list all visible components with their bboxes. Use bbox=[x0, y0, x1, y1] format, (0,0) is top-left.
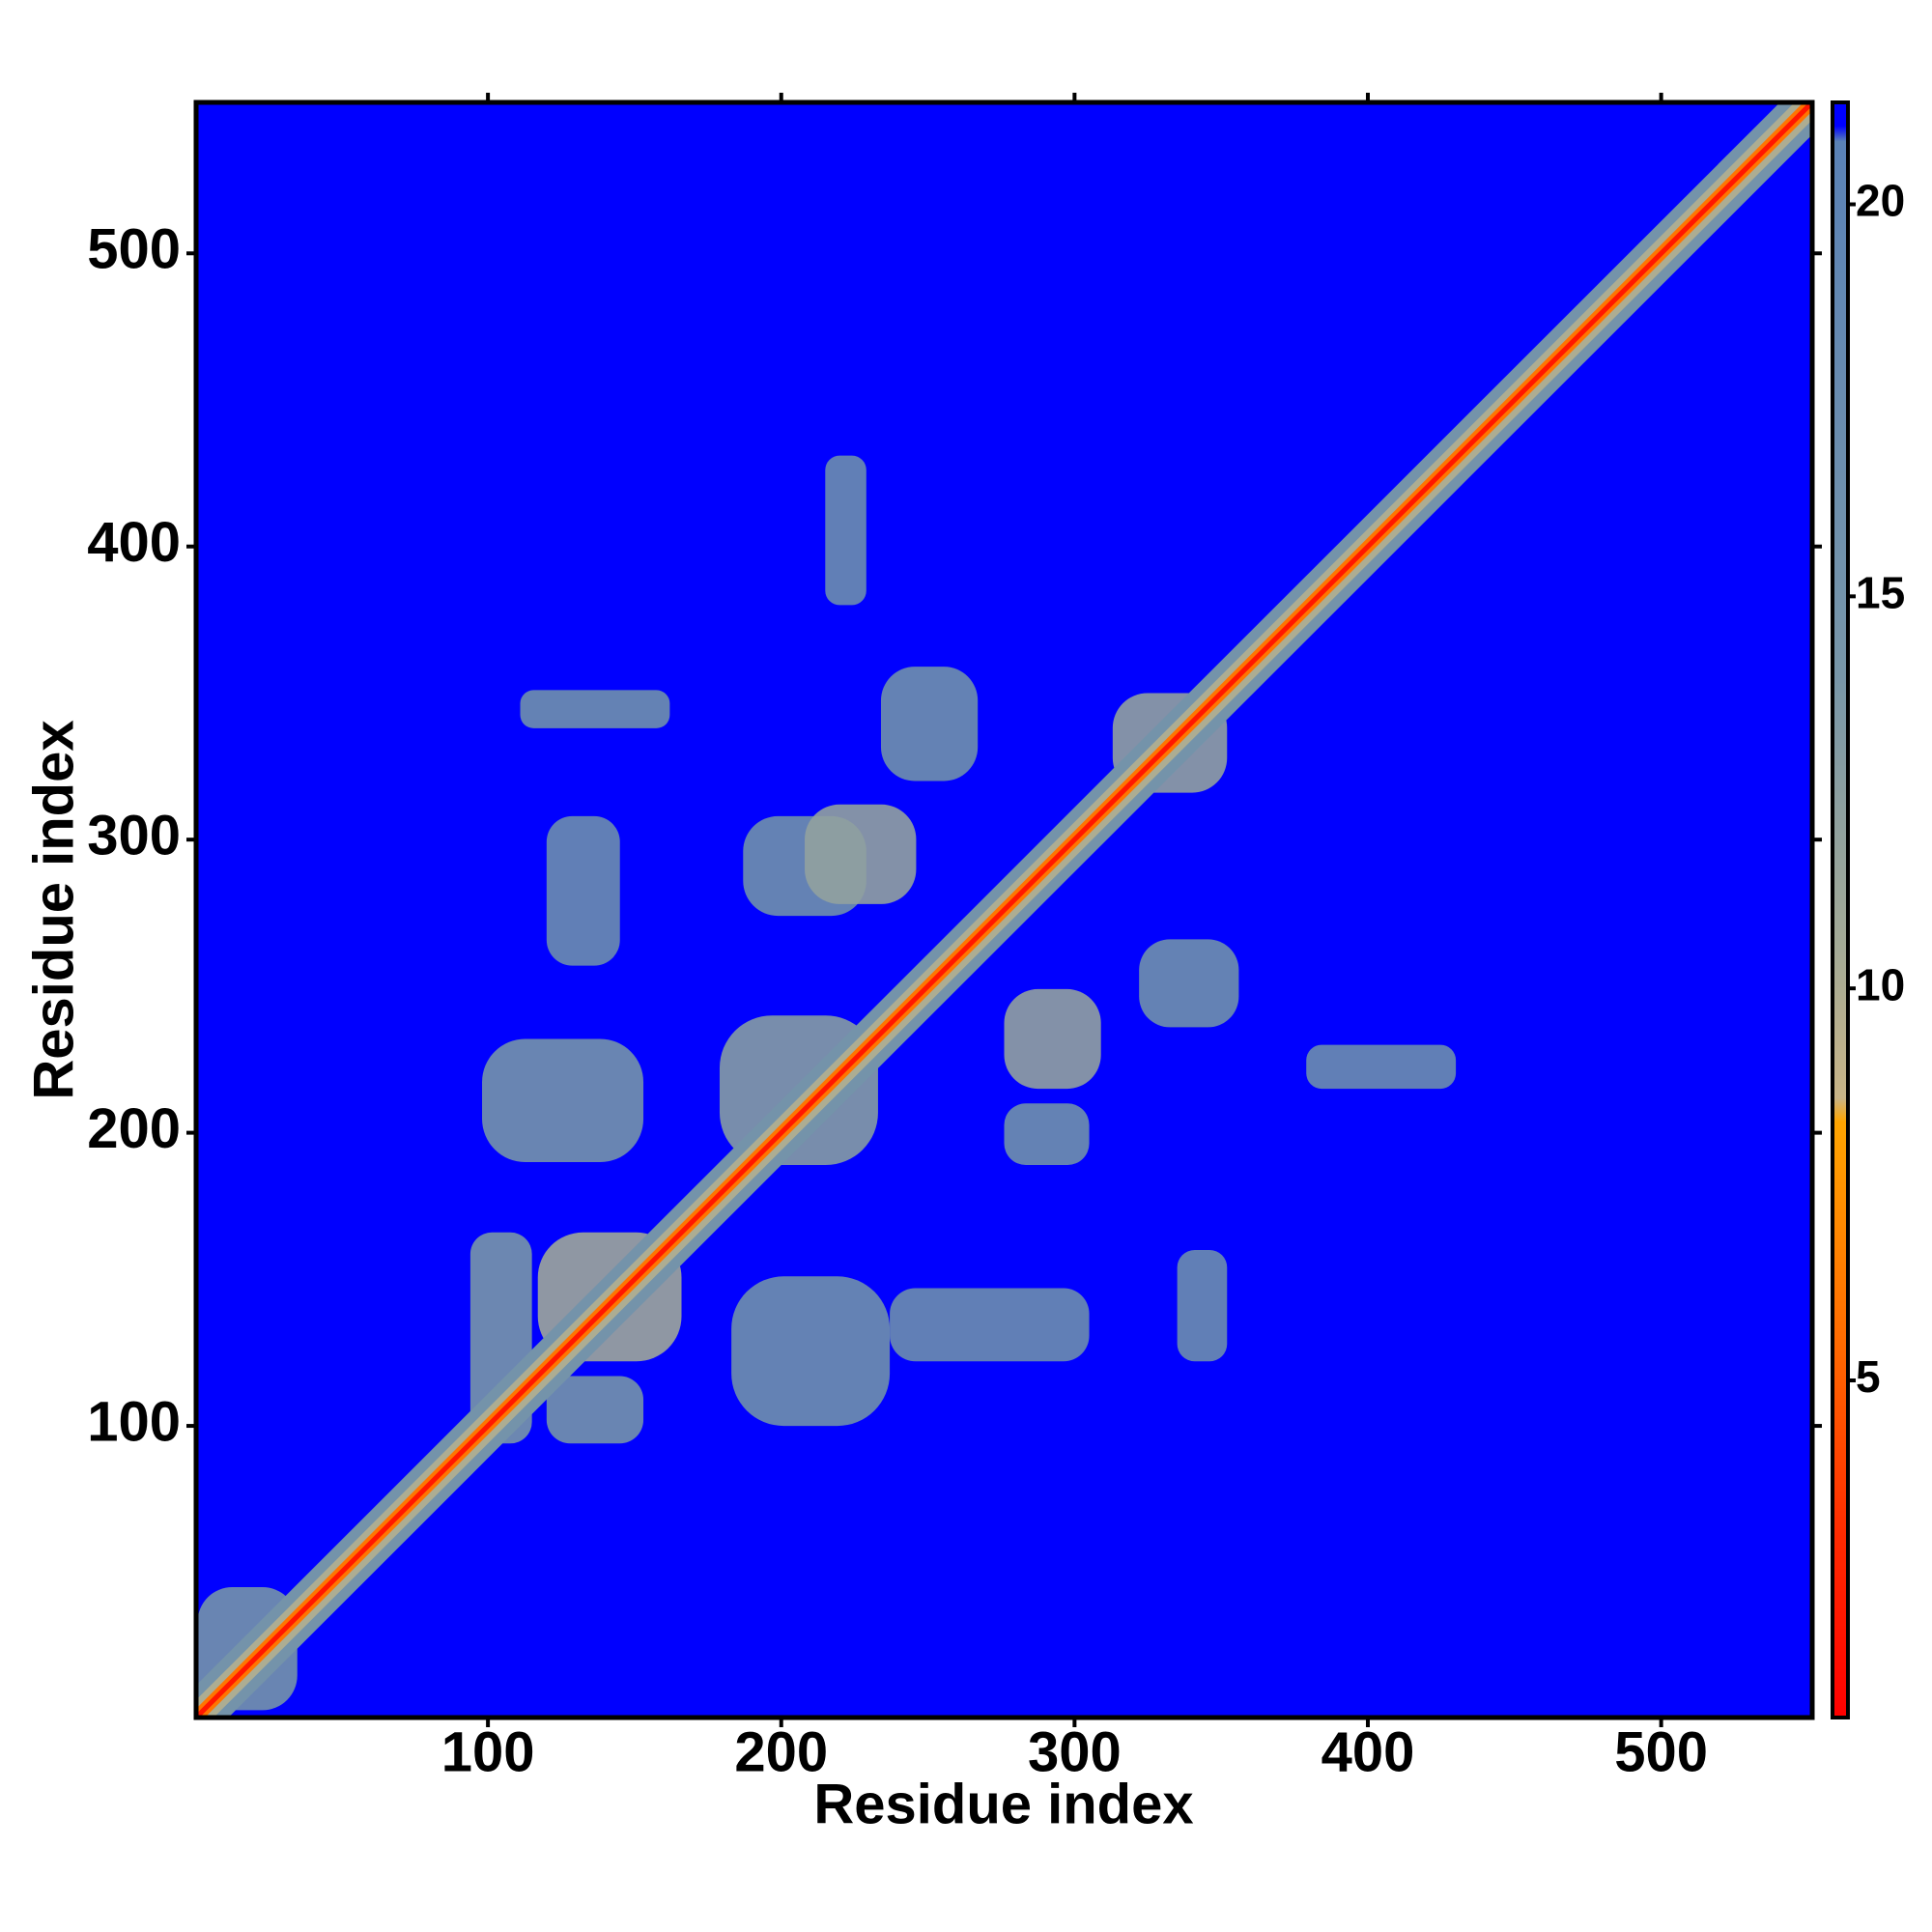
diagonal-band bbox=[196, 102, 1812, 1718]
plot-frame bbox=[193, 99, 1815, 1720]
x-tick-label: 500 bbox=[1614, 1720, 1708, 1783]
colorbar-tick-label: 15 bbox=[1856, 567, 1905, 617]
contact-patch bbox=[825, 455, 867, 606]
y-tick-label: 400 bbox=[87, 511, 181, 574]
x-tick-label: 200 bbox=[734, 1720, 828, 1783]
y-tick-label: 300 bbox=[87, 805, 181, 867]
y-axis-label: Residue index bbox=[22, 720, 85, 1099]
y-tick-label: 200 bbox=[87, 1097, 181, 1160]
x-tick-label: 100 bbox=[441, 1720, 535, 1783]
x-tick-label: 400 bbox=[1321, 1720, 1415, 1783]
contact-patch bbox=[880, 667, 979, 781]
contact-patch bbox=[482, 1038, 644, 1162]
y-tick-label: 100 bbox=[87, 1390, 181, 1453]
colorbar-tick-label: 20 bbox=[1856, 176, 1905, 226]
y-tick-label: 500 bbox=[87, 218, 181, 281]
contact-patch bbox=[1004, 1103, 1090, 1165]
x-axis-label: Residue index bbox=[813, 1773, 1193, 1835]
contact-patch bbox=[1177, 1250, 1228, 1362]
colorbar bbox=[1831, 100, 1850, 1719]
contact-patch bbox=[731, 1276, 891, 1427]
colorbar-tick-label: 10 bbox=[1856, 959, 1905, 1009]
colorbar-tick-label: 5 bbox=[1856, 1351, 1881, 1402]
axes: 100 200 300 400 500 100 200 300 400 500 5 10 15 20 bbox=[87, 93, 1905, 1783]
contact-patch bbox=[1306, 1044, 1457, 1090]
contact-patch bbox=[805, 804, 917, 904]
contact-patch bbox=[520, 690, 670, 728]
contact-patch bbox=[546, 815, 620, 966]
plot-area bbox=[196, 102, 1812, 1718]
contact-patch bbox=[1004, 988, 1101, 1090]
contact-patch bbox=[546, 1376, 644, 1444]
contact-patch bbox=[890, 1288, 1090, 1362]
x-tick-label: 300 bbox=[1028, 1720, 1122, 1783]
contact-patch bbox=[1139, 939, 1239, 1028]
